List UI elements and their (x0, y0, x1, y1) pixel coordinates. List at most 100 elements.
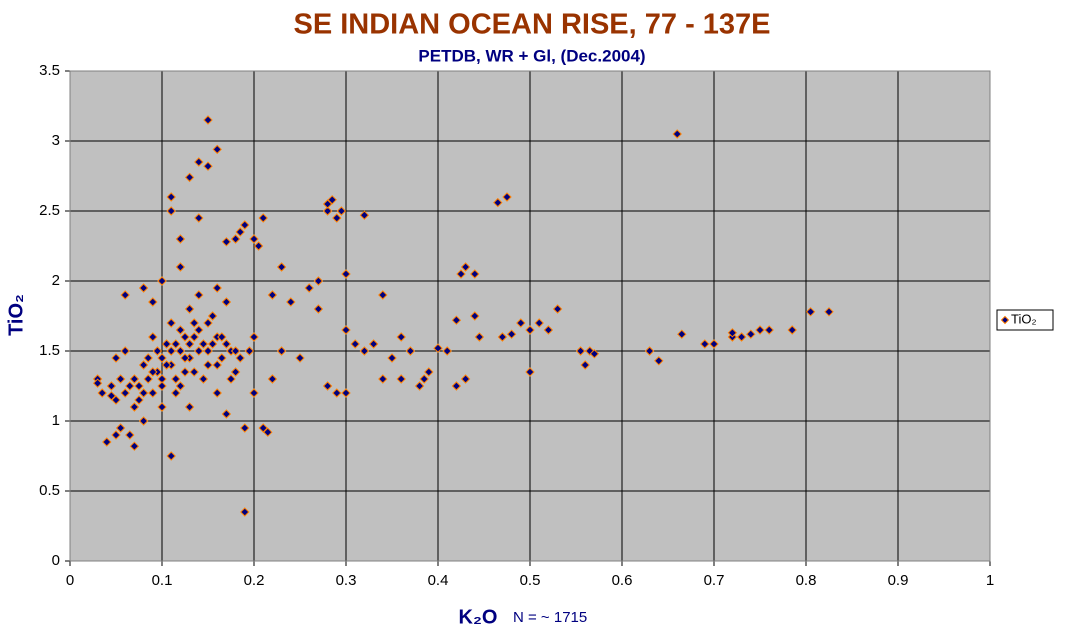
point (129, 374, 140, 384)
point (580, 360, 590, 370)
chart-subtitle: PETDB, WR + Gl, (Dec.2004) (418, 46, 645, 65)
point (148, 388, 158, 398)
point (235, 227, 245, 237)
point (424, 367, 434, 377)
chart-title: SE INDIAN OCEAN RISE, 77 - 137E (293, 9, 770, 41)
point (207, 339, 218, 349)
point (143, 374, 153, 384)
point (157, 353, 167, 363)
point (148, 367, 158, 377)
x-axis-label: K₂O (459, 606, 498, 628)
point (470, 311, 480, 321)
point (341, 269, 351, 279)
point (313, 276, 324, 286)
point (111, 430, 121, 440)
point (148, 332, 158, 342)
point (506, 329, 517, 339)
x-tick-label: 0.7 (704, 572, 725, 589)
point (166, 318, 176, 328)
point (460, 374, 471, 384)
point (226, 374, 236, 384)
point (322, 381, 333, 391)
point (212, 283, 222, 293)
point (171, 374, 181, 384)
point (125, 430, 135, 440)
point (240, 423, 250, 433)
point (332, 213, 342, 223)
point (295, 353, 305, 363)
point (552, 304, 563, 314)
point (180, 353, 190, 363)
point (433, 343, 443, 353)
point (672, 129, 682, 139)
point (230, 346, 241, 356)
point (534, 318, 544, 328)
point (221, 409, 232, 419)
point (235, 353, 245, 363)
point (824, 307, 834, 317)
point (129, 402, 140, 412)
point (304, 283, 314, 293)
point (161, 339, 172, 349)
point (157, 381, 167, 391)
point (194, 346, 204, 356)
point (92, 378, 103, 388)
point (138, 388, 149, 398)
point (203, 346, 213, 356)
point (203, 115, 213, 125)
point (212, 360, 222, 370)
point (134, 395, 144, 405)
point (189, 332, 199, 342)
point (184, 402, 195, 412)
point (194, 290, 204, 300)
point (175, 234, 186, 244)
point (180, 332, 190, 342)
point (460, 262, 471, 272)
point (805, 307, 816, 317)
point (267, 374, 278, 384)
point (396, 332, 406, 342)
point (166, 206, 176, 216)
point (198, 339, 209, 349)
point (207, 311, 218, 321)
point (240, 507, 250, 517)
point (115, 374, 126, 384)
markers (92, 115, 834, 517)
point (184, 304, 195, 314)
point (764, 325, 774, 335)
point (327, 195, 337, 205)
point (244, 346, 255, 356)
point (263, 427, 273, 437)
point (474, 332, 485, 342)
point (194, 157, 204, 167)
point (166, 451, 176, 461)
point (194, 325, 204, 335)
point (184, 339, 195, 349)
point (138, 416, 149, 426)
point (414, 381, 425, 391)
y-axis-label: TiO₂ (5, 294, 27, 336)
point (286, 297, 296, 307)
y-tick-label: 2 (52, 272, 60, 289)
point (106, 391, 117, 401)
point (184, 172, 195, 183)
point (217, 332, 227, 342)
point (322, 199, 333, 209)
point (525, 325, 535, 335)
annotation: N = ~ 1715 (513, 609, 587, 626)
y-tick-label: 3 (52, 132, 60, 149)
x-tick-label: 0.6 (612, 572, 633, 589)
point (120, 388, 130, 398)
point (148, 297, 158, 307)
point (111, 395, 121, 405)
point (249, 332, 259, 342)
point (120, 290, 130, 300)
point (470, 269, 480, 279)
point (221, 339, 232, 349)
point (249, 234, 259, 244)
point (359, 346, 370, 356)
point (350, 339, 360, 349)
point (221, 237, 232, 247)
point (755, 325, 765, 335)
